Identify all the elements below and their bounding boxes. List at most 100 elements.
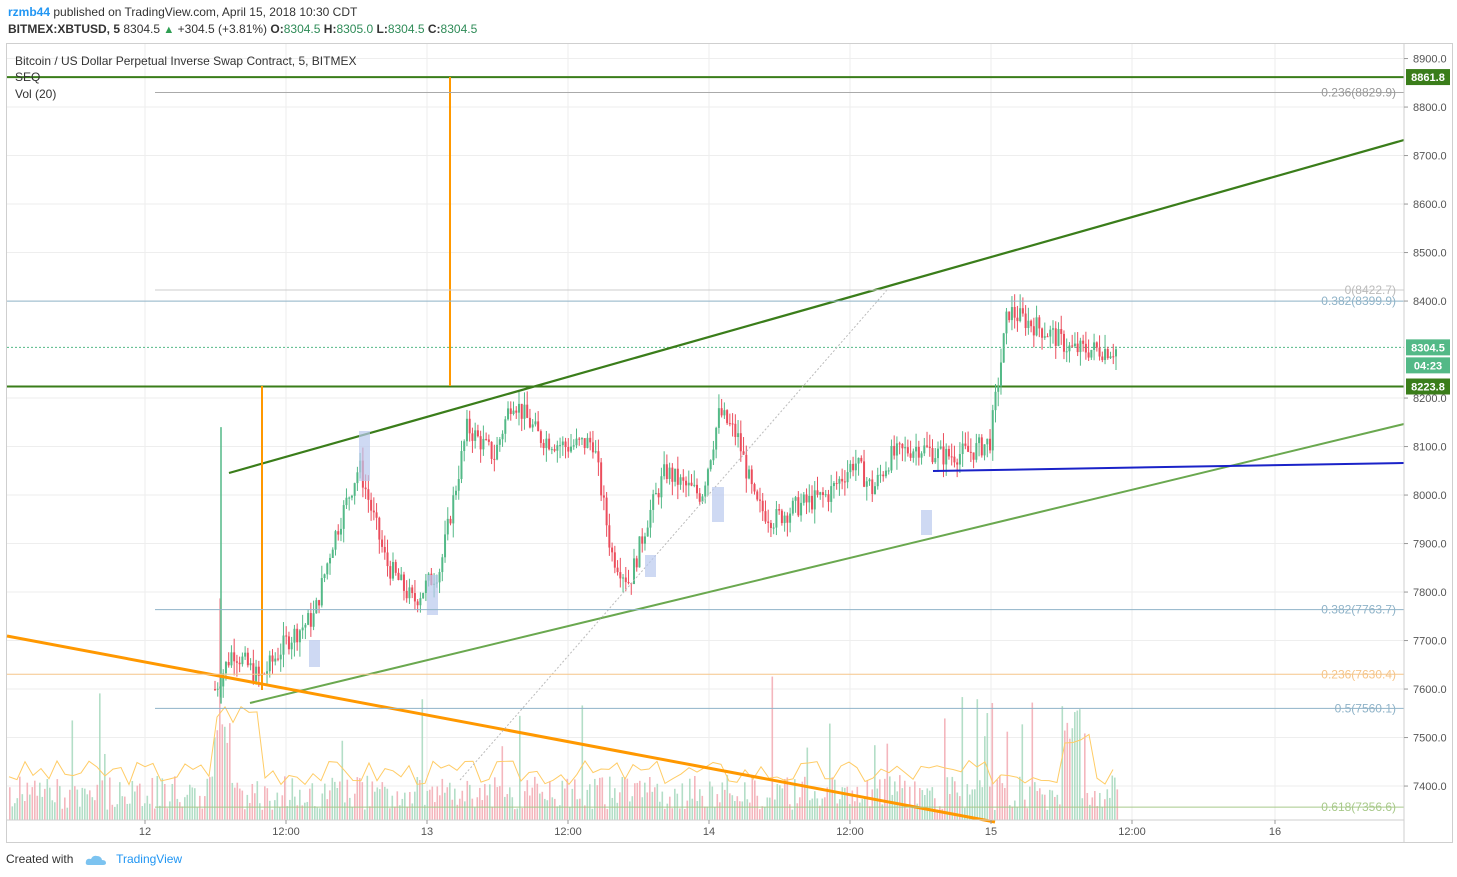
candle-body <box>624 577 627 583</box>
volume-bar <box>596 785 599 820</box>
volume-bar <box>159 805 161 820</box>
tradingview-link[interactable]: TradingView <box>116 852 183 866</box>
candle-body <box>298 630 301 643</box>
volume-bar <box>199 795 201 820</box>
candle-body <box>564 441 567 448</box>
volume-bar <box>489 784 491 820</box>
volume-bar <box>536 783 539 820</box>
candle-body <box>865 481 868 487</box>
volume-bar <box>429 789 431 820</box>
candle-body <box>449 518 452 524</box>
volume-bar <box>1081 798 1084 820</box>
volume-bar <box>381 782 384 820</box>
volume-bar <box>1106 789 1109 820</box>
volume-bar <box>899 775 901 820</box>
volume-bar <box>364 809 366 820</box>
volume-bar <box>739 801 741 820</box>
tradingview-cloud-icon <box>85 855 106 865</box>
volume-bar <box>624 777 626 820</box>
candle-body <box>548 438 551 450</box>
volume-bar <box>726 775 729 820</box>
candle-body <box>942 446 945 465</box>
candle-body <box>789 513 792 523</box>
candle-body <box>748 469 751 479</box>
volume-bar <box>989 786 991 820</box>
volume-bar <box>164 784 166 820</box>
volume-bar <box>821 798 824 820</box>
candle-body <box>268 655 271 672</box>
candle-body <box>216 688 219 690</box>
volume-bar <box>259 803 261 820</box>
candle-body <box>517 403 520 413</box>
volume-bar <box>51 800 54 820</box>
volume-bar <box>411 803 414 820</box>
open-value: 8304.5 <box>283 22 321 36</box>
volume-bar <box>351 807 354 820</box>
volume-bar <box>709 781 711 820</box>
volume-bar <box>401 798 404 820</box>
volume-bar <box>84 788 86 820</box>
volume-bar <box>1109 797 1111 820</box>
candle-body <box>882 474 885 477</box>
candle-body <box>805 494 808 503</box>
volume-bar <box>486 795 489 820</box>
volume-bar <box>234 787 236 820</box>
volume-bar <box>224 726 226 820</box>
author-name[interactable]: rzmb44 <box>8 5 51 19</box>
candle-body <box>824 494 827 496</box>
x-tick-label: 12 <box>139 826 151 838</box>
volume-bar <box>719 802 721 820</box>
x-tick-label: 12:00 <box>272 826 300 838</box>
volume-bar <box>684 808 686 820</box>
volume-bar <box>991 703 994 820</box>
y-tick-label: 7800.0 <box>1413 587 1447 599</box>
volume-bar <box>946 777 949 820</box>
volume-bar <box>594 778 596 820</box>
volume-bar <box>671 808 674 820</box>
candle-body <box>980 437 983 456</box>
indicator-seq[interactable]: SEQ <box>15 70 41 84</box>
candle-body <box>446 518 449 535</box>
publish-line: rzmb44 published on TradingView.com, Apr… <box>8 5 357 19</box>
volume-bar <box>71 720 74 820</box>
volume-bar <box>869 806 871 820</box>
candle-body <box>611 547 614 553</box>
volume-bar <box>654 787 656 820</box>
volume-bar <box>59 786 61 820</box>
volume-bar <box>851 790 854 820</box>
price-label-bg <box>1406 69 1450 86</box>
volume-bar <box>269 800 271 820</box>
candle-body <box>293 628 296 643</box>
horizontal-lines <box>7 76 1404 388</box>
volume-bar <box>479 787 481 820</box>
volume-bar <box>119 782 121 820</box>
volume-ma-line <box>8 705 1114 786</box>
candle-body <box>463 441 466 452</box>
volume-bar <box>81 787 84 820</box>
candle-body <box>890 445 893 471</box>
volume-bar <box>649 777 651 820</box>
candle-body <box>652 494 655 510</box>
candle-body <box>849 463 852 473</box>
candle-body <box>394 562 397 573</box>
volume-bar <box>674 788 676 820</box>
volume-bar <box>756 795 759 820</box>
x-tick-label: 16 <box>1269 826 1281 838</box>
candle-body <box>797 497 800 516</box>
indicator-volume[interactable]: Vol (20) <box>15 87 57 101</box>
close-value: 8304.5 <box>440 22 478 36</box>
candle-body <box>559 445 562 447</box>
low-label: L: <box>376 22 388 36</box>
volume-bar <box>101 780 104 820</box>
volume-bar <box>789 804 791 820</box>
volume-bar <box>816 798 819 820</box>
candle-body <box>1079 340 1082 353</box>
candle-body <box>841 478 844 482</box>
candle-body <box>775 509 778 528</box>
candle-body <box>643 536 646 544</box>
volume-bar <box>619 792 621 820</box>
volume-bar <box>944 718 946 820</box>
volume-bar <box>144 803 146 820</box>
volume-bar <box>156 776 159 820</box>
